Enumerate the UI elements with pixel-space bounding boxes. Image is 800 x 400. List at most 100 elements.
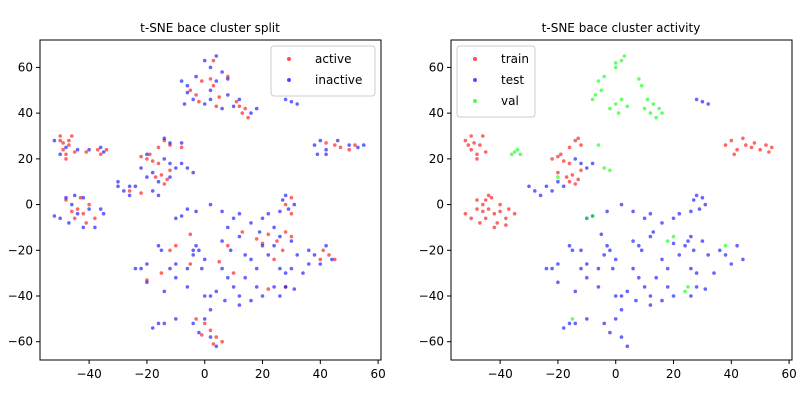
scatter-point-test	[619, 202, 624, 207]
scatter-point-inactive	[52, 138, 57, 143]
scatter-point-val	[619, 97, 624, 102]
scatter-point-test	[602, 321, 606, 326]
scatter-point-test	[642, 285, 647, 289]
scatter-point-inactive	[257, 230, 262, 234]
x-tick-label: 0	[612, 367, 620, 381]
scatter-point-test	[729, 262, 734, 266]
scatter-point-inactive	[81, 195, 86, 200]
scatter-point-test	[637, 275, 641, 280]
scatter-point-active	[327, 253, 331, 257]
scatter-point-test	[671, 294, 676, 298]
scatter-point-val	[657, 106, 661, 111]
scatter-point-test	[556, 262, 560, 266]
scatter-point-inactive	[214, 79, 219, 83]
scatter-point-test	[573, 289, 578, 294]
scatter-point-inactive	[133, 184, 138, 189]
scatter-point-active	[93, 216, 97, 221]
scatter-point-test	[567, 243, 572, 248]
scatter-point-inactive	[191, 97, 195, 102]
plot-frame	[39, 39, 382, 361]
scatter-point-inactive	[145, 175, 149, 179]
scatter-point-inactive	[174, 317, 178, 321]
chart-cluster-activity: t-SNE bace cluster activity −40 −20 0 20 40 6…	[419, 21, 797, 381]
scatter-point-train	[492, 225, 497, 230]
scatter-point-active	[70, 134, 74, 138]
scatter-point-active	[165, 177, 169, 182]
scatter-point-inactive	[52, 214, 57, 218]
scatter-point-active	[188, 88, 193, 93]
scatter-point-val	[625, 104, 630, 109]
scatter-point-test	[654, 275, 658, 280]
scatter-point-train	[567, 179, 572, 184]
scatter-point-inactive	[202, 294, 207, 298]
x-tick-label: 60	[781, 367, 796, 381]
scatter-point-train	[573, 138, 578, 143]
scatter-point-active	[194, 317, 198, 321]
scatter-point-inactive	[272, 285, 276, 289]
scatter-point-test	[648, 234, 653, 239]
scatter-point-val	[660, 111, 664, 115]
scatter-point-test	[596, 285, 601, 289]
scatter-point-test	[660, 298, 664, 303]
y-tick-label: −20	[419, 243, 444, 257]
scatter-point-inactive	[208, 202, 213, 207]
scatter-point-inactive	[324, 152, 328, 157]
scatter-point-test	[703, 287, 708, 291]
scatter-point-inactive	[231, 216, 236, 221]
legend-marker-inactive	[287, 78, 291, 82]
scatter-point-inactive	[226, 93, 230, 97]
scatter-point-test	[683, 243, 687, 248]
y-tick-label: 40	[429, 106, 444, 120]
scatter-point-inactive	[214, 289, 219, 294]
scatter-point-inactive	[266, 253, 271, 257]
scatter-point-active	[243, 106, 247, 111]
scatter-point-train	[735, 147, 739, 152]
scatter-point-test	[671, 241, 676, 246]
scatter-point-inactive	[237, 211, 242, 216]
scatter-point-test	[619, 294, 624, 298]
y-tick-label: 60	[429, 60, 444, 74]
scatter-point-inactive	[289, 266, 294, 271]
legend-label-inactive: inactive	[315, 73, 362, 87]
scatter-point-active	[208, 77, 213, 81]
scatter-point-active	[179, 145, 184, 150]
scatter-point-test	[605, 209, 609, 214]
scatter-point-test	[637, 243, 641, 248]
scatter-point-inactive	[254, 266, 259, 271]
scatter-point-test	[631, 239, 635, 243]
scatter-point-test	[665, 285, 670, 289]
scatter-point-test	[527, 184, 531, 189]
scatter-point-active	[240, 230, 245, 234]
scatter-point-inactive	[191, 321, 195, 326]
scatter-point-test	[556, 280, 560, 285]
scatter-point-inactive	[243, 275, 247, 280]
scatter-point-test	[573, 321, 578, 326]
scatter-point-inactive	[347, 143, 352, 147]
scatter-point-inactive	[202, 58, 207, 63]
y-tick-label: −60	[8, 335, 33, 349]
scatter-point-train	[478, 143, 482, 147]
scatter-point-test	[648, 303, 653, 307]
scatter-point-inactive	[116, 179, 120, 184]
scatter-point-val	[622, 54, 627, 58]
scatter-point-active	[211, 58, 216, 63]
scatter-point-inactive	[280, 198, 285, 202]
scatter-point-val	[570, 317, 575, 321]
scatter-point-train	[570, 173, 575, 177]
scatter-point-inactive	[292, 287, 297, 291]
x-tick-label: 20	[255, 367, 270, 381]
scatter-point-inactive	[208, 307, 213, 312]
scatter-point-inactive	[286, 207, 291, 211]
y-tick-label: −20	[8, 243, 33, 257]
scatter-point-train	[561, 159, 566, 163]
scatter-point-inactive	[75, 211, 80, 216]
scatter-point-inactive	[202, 102, 207, 106]
scatter-point-inactive	[185, 83, 190, 88]
scatter-point-train	[749, 145, 754, 150]
scatter-point-active	[153, 175, 158, 179]
scatter-point-active	[96, 147, 100, 152]
scatter-point-test	[567, 321, 572, 326]
scatter-point-test	[694, 271, 699, 275]
scatter-point-inactive	[278, 266, 282, 271]
scatter-point-test	[590, 161, 595, 166]
